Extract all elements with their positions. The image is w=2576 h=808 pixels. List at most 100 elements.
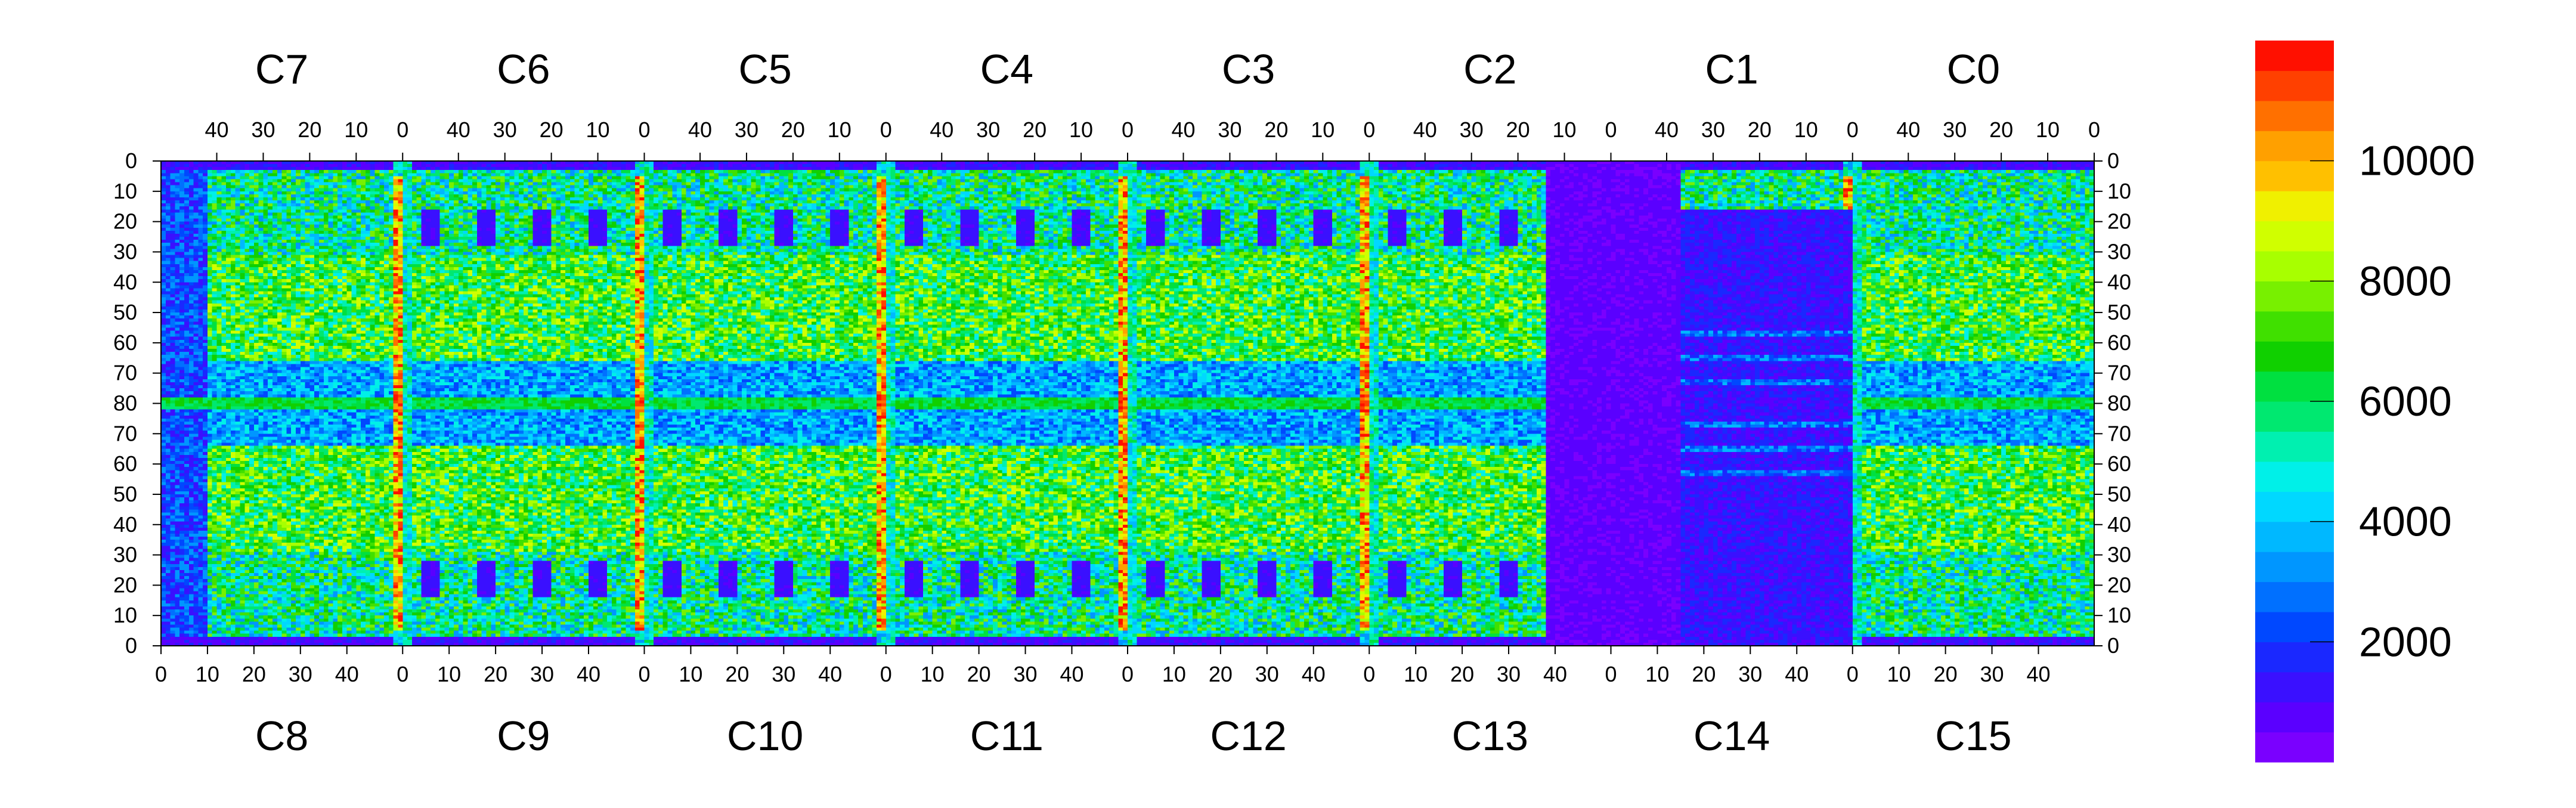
bottom-x-tick-label: 40 [1060, 662, 1083, 686]
left-y-tick-label: 40 [113, 270, 137, 294]
top-chip-label: C3 [1222, 46, 1275, 92]
right-y-tick-label: 20 [2107, 572, 2131, 597]
right-y-tick-label: 60 [2107, 451, 2131, 476]
colorbar-swatch [2255, 581, 2334, 612]
bottom-x-tick-label: 10 [1887, 662, 1911, 686]
colorbar-swatch [2255, 702, 2334, 733]
bottom-x-tick-label: 0 [880, 662, 892, 686]
bottom-chip-label: C9 [497, 713, 550, 759]
bottom-x-tick-label: 30 [1497, 662, 1521, 686]
bottom-x-tick-label: 0 [1363, 662, 1375, 686]
colorbar-tick-label: 10000 [2359, 138, 2475, 184]
colorbar-swatch [2255, 732, 2334, 763]
top-x-tick-label: 40 [930, 117, 953, 142]
bottom-chip-label: C8 [255, 713, 308, 759]
bottom-x-tick-label: 10 [437, 662, 461, 686]
right-y-tick-label: 40 [2107, 512, 2131, 537]
bottom-x-tick-label: 30 [530, 662, 554, 686]
bottom-x-tick-label: 30 [1255, 662, 1279, 686]
left-y-tick-label: 20 [113, 572, 137, 597]
top-x-tick-label: 40 [1171, 117, 1195, 142]
bottom-x-tick-label: 0 [155, 662, 167, 686]
right-y-tick-label: 30 [2107, 239, 2131, 264]
top-chip-label: C7 [255, 46, 308, 92]
bottom-x-tick-label: 20 [725, 662, 749, 686]
top-x-tick-label: 0 [397, 117, 408, 142]
top-x-tick-label: 0 [638, 117, 650, 142]
colorbar-swatch [2255, 401, 2334, 432]
colorbar: 2000 4000 6000 8000 10000 [2255, 41, 2475, 763]
colorbar-swatch [2255, 521, 2334, 552]
bottom-x-tick-label: 10 [1645, 662, 1669, 686]
bottom-x-tick-label: 40 [577, 662, 600, 686]
top-x-tick-label: 20 [781, 117, 805, 142]
top-x-tick-label: 30 [735, 117, 758, 142]
bottom-chip-label: C14 [1693, 713, 1770, 759]
colorbar-swatch [2255, 191, 2334, 222]
colorbar-swatch [2255, 221, 2334, 252]
bottom-x-tick-label: 20 [1209, 662, 1233, 686]
left-y-tick-label: 60 [113, 451, 137, 476]
top-x-tick-label: 0 [1363, 117, 1375, 142]
top-x-tick-label: 20 [1264, 117, 1288, 142]
right-y-tick-label: 40 [2107, 270, 2131, 294]
left-y-tick-label: 30 [113, 543, 137, 567]
bottom-x-tick-label: 40 [1785, 662, 1809, 686]
top-x-tick-label: 20 [298, 117, 321, 142]
bottom-x-tick-label: 0 [1605, 662, 1617, 686]
bottom-x-tick-label: 30 [289, 662, 312, 686]
colorbar-swatch [2255, 41, 2334, 72]
bottom-x-tick-label: 20 [484, 662, 507, 686]
left-y-tick-label: 10 [113, 603, 137, 627]
bottom-chip-label: C11 [970, 713, 1044, 759]
top-chip-label: C2 [1463, 46, 1516, 92]
left-y-tick-label: 80 [113, 391, 137, 416]
heatmap-cells [161, 161, 2094, 646]
right-y-tick-label: 80 [2107, 391, 2131, 416]
top-x-tick-label: 30 [1701, 117, 1725, 142]
top-x-tick-label: 20 [1023, 117, 1046, 142]
bottom-x-tick-label: 20 [1450, 662, 1474, 686]
top-x-tick-label: 10 [828, 117, 852, 142]
bottom-x-tick-label: 40 [2026, 662, 2050, 686]
left-y-tick-label: 30 [113, 239, 137, 264]
bottom-chip-label: C15 [1935, 713, 2011, 759]
right-y-tick-label: 30 [2107, 543, 2131, 567]
colorbar-tick-label: 6000 [2359, 378, 2452, 425]
bottom-x-tick-label: 20 [242, 662, 266, 686]
top-x-tick-label: 40 [205, 117, 228, 142]
colorbar-swatch [2255, 491, 2334, 522]
top-x-tick-label: 10 [1553, 117, 1577, 142]
colorbar-swatch [2255, 131, 2334, 162]
bottom-x-tick-label: 0 [1122, 662, 1134, 686]
left-y-tick-label: 70 [113, 421, 137, 445]
bottom-chip-label: C10 [727, 713, 803, 759]
top-x-tick-label: 10 [1311, 117, 1335, 142]
colorbar-tick-label: 8000 [2359, 258, 2452, 304]
left-y-tick-label: 40 [113, 512, 137, 537]
bottom-x-tick-label: 40 [818, 662, 842, 686]
bottom-chip-label: C13 [1452, 713, 1528, 759]
right-y-tick-label: 70 [2107, 361, 2131, 385]
top-chip-label: C5 [738, 46, 791, 92]
top-x-tick-label: 10 [1069, 117, 1093, 142]
top-x-tick-label: 10 [2036, 117, 2060, 142]
left-y-tick-label: 0 [125, 633, 137, 658]
bottom-x-tick-label: 30 [772, 662, 795, 686]
top-x-tick-label: 0 [2088, 117, 2100, 142]
top-x-tick-label: 40 [1413, 117, 1437, 142]
right-y-tick-label: 60 [2107, 330, 2131, 355]
top-x-tick-label: 10 [1794, 117, 1818, 142]
colorbar-swatch [2255, 70, 2334, 101]
heatmap-cell-raster [161, 161, 2094, 646]
top-x-tick-label: 30 [976, 117, 1000, 142]
top-x-tick-label: 20 [540, 117, 564, 142]
left-y-tick-label: 60 [113, 330, 137, 355]
top-chip-label: C1 [1705, 46, 1758, 92]
top-x-tick-label: 10 [344, 117, 368, 142]
bottom-x-tick-label: 30 [1738, 662, 1762, 686]
bottom-x-tick-label: 10 [1404, 662, 1428, 686]
bottom-x-tick-label: 10 [921, 662, 945, 686]
bottom-x-tick-label: 0 [1847, 662, 1859, 686]
